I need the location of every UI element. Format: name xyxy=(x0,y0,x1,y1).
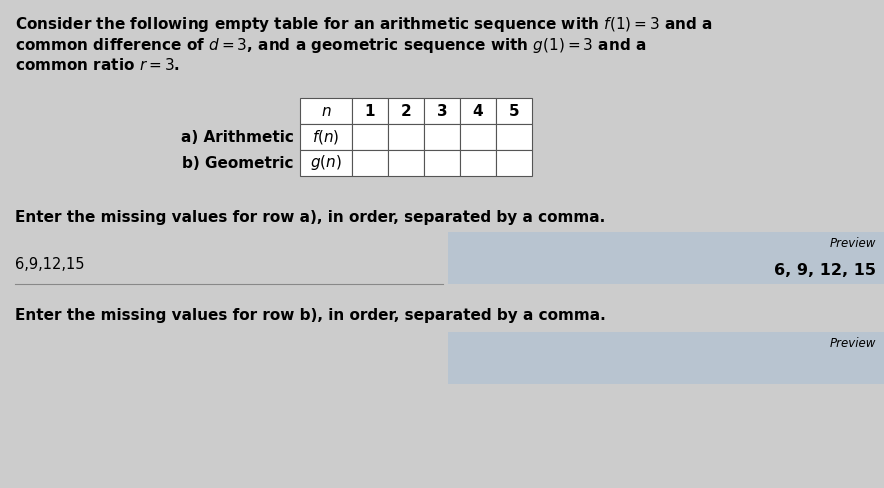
Text: 6,9,12,15: 6,9,12,15 xyxy=(15,257,85,272)
Bar xyxy=(496,98,532,124)
Bar xyxy=(448,332,884,384)
Text: $n$: $n$ xyxy=(321,103,332,119)
Bar xyxy=(352,124,388,150)
Bar xyxy=(460,150,496,176)
Bar xyxy=(460,124,496,150)
Bar xyxy=(496,150,532,176)
Bar xyxy=(300,124,352,150)
Text: common difference of $d = 3$, and a geometric sequence with $g(1) = 3$ and a: common difference of $d = 3$, and a geom… xyxy=(15,36,646,55)
Text: 6, 9, 12, 15: 6, 9, 12, 15 xyxy=(774,263,876,278)
Text: $f(n)$: $f(n)$ xyxy=(312,128,339,146)
Bar xyxy=(448,232,884,284)
Text: Enter the missing values for row b), in order, separated by a comma.: Enter the missing values for row b), in … xyxy=(15,308,606,323)
Bar xyxy=(388,150,424,176)
Bar xyxy=(300,98,352,124)
Bar xyxy=(424,150,460,176)
Text: Consider the following empty table for an arithmetic sequence with $f(1) = 3$ an: Consider the following empty table for a… xyxy=(15,15,713,34)
Bar xyxy=(496,124,532,150)
Text: 2: 2 xyxy=(400,103,411,119)
Text: 3: 3 xyxy=(437,103,447,119)
Bar xyxy=(460,98,496,124)
Text: 5: 5 xyxy=(508,103,519,119)
Bar xyxy=(300,150,352,176)
Text: Preview: Preview xyxy=(829,237,876,250)
Bar xyxy=(388,98,424,124)
Text: $g(n)$: $g(n)$ xyxy=(310,154,342,172)
Text: a) Arithmetic: a) Arithmetic xyxy=(181,129,294,144)
Bar xyxy=(388,124,424,150)
Bar xyxy=(352,98,388,124)
Text: common ratio $r = 3$.: common ratio $r = 3$. xyxy=(15,57,179,73)
Text: 4: 4 xyxy=(473,103,484,119)
Bar xyxy=(424,124,460,150)
Text: b) Geometric: b) Geometric xyxy=(182,156,294,170)
Text: 1: 1 xyxy=(365,103,375,119)
Text: Preview: Preview xyxy=(829,337,876,350)
Text: Enter the missing values for row a), in order, separated by a comma.: Enter the missing values for row a), in … xyxy=(15,210,606,225)
Bar xyxy=(424,98,460,124)
Bar xyxy=(352,150,388,176)
